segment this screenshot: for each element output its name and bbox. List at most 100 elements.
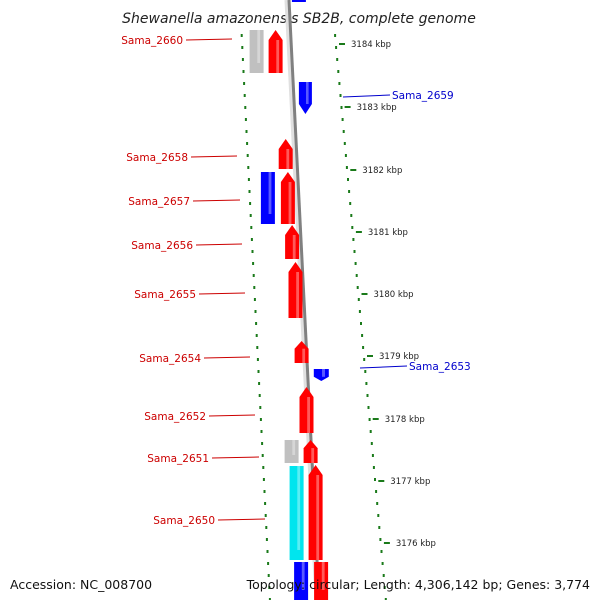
outer-dot	[379, 538, 382, 541]
gene-body	[314, 562, 329, 600]
outer-dot	[365, 382, 368, 385]
gene-label-sama-2653: Sama_2653	[359, 361, 471, 373]
gene-name: Sama_2658	[126, 152, 188, 164]
inner-dot	[264, 502, 267, 505]
gene-name: Sama_2656	[131, 240, 193, 252]
gray-feature	[284, 440, 299, 463]
outer-dot	[371, 454, 374, 457]
gene-highlight	[306, 82, 309, 104]
inner-dot	[262, 478, 265, 481]
gene-arrow	[280, 172, 295, 224]
inner-dot	[244, 118, 247, 121]
gene-body	[278, 139, 293, 169]
gene-highlight	[288, 182, 292, 224]
inner-dot	[257, 370, 260, 373]
gene-highlight	[311, 448, 315, 464]
outer-dot	[381, 562, 384, 565]
inner-dot	[246, 154, 249, 157]
kbp-tick-label: 3182 kbp	[362, 166, 402, 176]
leader-line	[185, 38, 233, 41]
gene-body	[288, 262, 303, 318]
gene-label-sama-2656: Sama_2656	[131, 240, 243, 252]
inner-dot	[263, 490, 266, 493]
outer-dot	[347, 178, 349, 181]
gene-labels: Sama_2660 Sama_2659 Sama_2658 Sama_2657 Sama…	[121, 35, 470, 527]
inner-dot	[256, 346, 259, 349]
gene-body	[291, 0, 306, 2]
gene-arrow	[303, 440, 318, 464]
outer-dot	[372, 466, 375, 469]
outer-dot	[352, 238, 355, 241]
gene-body	[268, 30, 283, 73]
gene-highlight	[268, 172, 272, 214]
outer-dot	[355, 274, 358, 277]
inner-dot	[266, 550, 269, 553]
gene-arrow	[289, 466, 304, 560]
inner-dot	[250, 238, 253, 241]
leader-line	[190, 155, 238, 158]
inner-dot	[265, 538, 268, 541]
inner-dot	[247, 166, 250, 169]
outer-dot	[343, 142, 346, 145]
outer-dot	[354, 262, 357, 265]
outer-dot	[382, 574, 385, 577]
outer-dot	[380, 550, 383, 553]
gene-name: Sama_2654	[139, 353, 201, 365]
inner-dot	[261, 454, 264, 457]
inner-dot	[245, 130, 248, 133]
gene-highlight	[292, 235, 296, 259]
leader-line	[342, 94, 391, 98]
inner-dot	[243, 82, 246, 85]
gray-feature	[249, 30, 264, 73]
inner-dot	[246, 142, 249, 145]
outer-dot	[361, 334, 364, 337]
gene-body	[285, 225, 300, 259]
outer-dot	[358, 310, 361, 313]
gene-arrow	[299, 387, 314, 433]
kbp-tick-label: 3180 kbp	[374, 290, 414, 300]
gene-body	[298, 82, 312, 114]
outer-dot	[364, 370, 367, 373]
inner-dot	[252, 274, 255, 277]
inner-dot	[240, 34, 243, 37]
inner-dot	[241, 46, 244, 49]
inner-dot	[255, 322, 258, 325]
gene-label-sama-2651: Sama_2651	[147, 453, 260, 465]
kbp-scale: 3184 kbp 3183 kbp 3182 kbp 3181 kbp 3180 kbp…	[339, 40, 436, 549]
outer-dot	[342, 130, 345, 133]
outer-dot	[344, 154, 347, 157]
gene-arrow	[278, 139, 293, 169]
outer-dot	[367, 406, 370, 409]
inner-dot	[267, 562, 270, 565]
kbp-tick-label: 3179 kbp	[379, 352, 419, 362]
inner-dot	[249, 214, 252, 217]
outer-dot	[356, 286, 359, 289]
outer-dot	[383, 586, 386, 589]
outer-dot	[341, 118, 344, 121]
gene-arrow	[314, 562, 329, 600]
gene-body	[260, 172, 275, 224]
outer-dot	[337, 70, 340, 73]
outer-dot	[353, 250, 356, 253]
outer-dot	[335, 46, 338, 49]
gene-body	[303, 440, 318, 463]
leader-line	[217, 518, 266, 521]
gene-highlight	[257, 30, 261, 63]
kbp-tick-label: 3183 kbp	[357, 103, 397, 113]
leader-line	[198, 292, 246, 295]
outer-dot	[349, 202, 352, 205]
map-title: Shewanella amazonensis SB2B, complete ge…	[122, 11, 476, 27]
inner-dot	[268, 598, 271, 600]
gene-name: Sama_2651	[147, 453, 209, 465]
inner-dot	[258, 382, 261, 385]
gene-arrow	[294, 562, 309, 600]
inner-dot	[252, 262, 255, 265]
outer-dot	[376, 502, 379, 505]
gene-features	[249, 0, 329, 600]
outer-dot	[339, 94, 342, 97]
gene-label-sama-2650: Sama_2650	[153, 515, 266, 527]
gene-name: Sama_2652	[144, 411, 206, 423]
gene-body	[308, 465, 323, 560]
outer-dot	[351, 226, 354, 229]
gene-label-sama-2660: Sama_2660	[121, 35, 233, 47]
